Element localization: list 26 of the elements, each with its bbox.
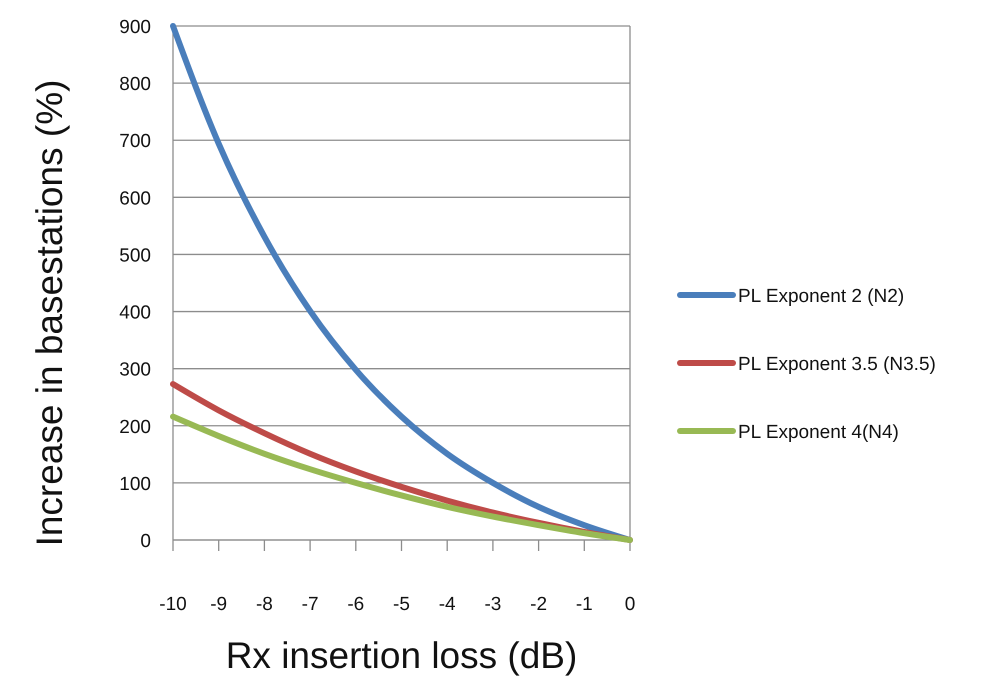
y-tick-label: 900: [119, 17, 151, 38]
x-tick-label: 0: [624, 594, 636, 615]
x-axis-title: Rx insertion loss (dB): [226, 635, 578, 676]
x-tick-label: -9: [210, 594, 228, 615]
x-tick-label: -8: [256, 594, 273, 615]
y-tick-label: 200: [119, 416, 151, 438]
y-tick-label: 100: [119, 474, 151, 495]
x-tick-label: -10: [159, 594, 187, 615]
x-tick-label: -3: [484, 594, 502, 615]
legend-label: PL Exponent 2 (N2): [738, 286, 904, 307]
x-tick-label: -7: [302, 594, 319, 615]
y-tick-label: 500: [119, 245, 151, 266]
x-tick-label: -5: [393, 594, 410, 615]
x-tick-label: -6: [347, 594, 364, 615]
y-tick-label: 800: [119, 74, 151, 96]
y-axis-title: Increase in basestations (%): [29, 80, 70, 546]
y-tick-label: 300: [119, 360, 151, 381]
legend-label: PL Exponent 3.5 (N3.5): [738, 354, 936, 375]
x-tick-label: -4: [438, 594, 456, 615]
y-tick-label: 700: [119, 131, 151, 152]
y-tick-label: 0: [140, 531, 151, 552]
x-tick-label: -2: [530, 594, 548, 615]
x-tick-label: -1: [576, 594, 593, 615]
y-tick-label: 600: [119, 188, 151, 210]
legend-label: PL Exponent 4(N4): [738, 422, 899, 443]
y-tick-label: 400: [119, 302, 151, 324]
